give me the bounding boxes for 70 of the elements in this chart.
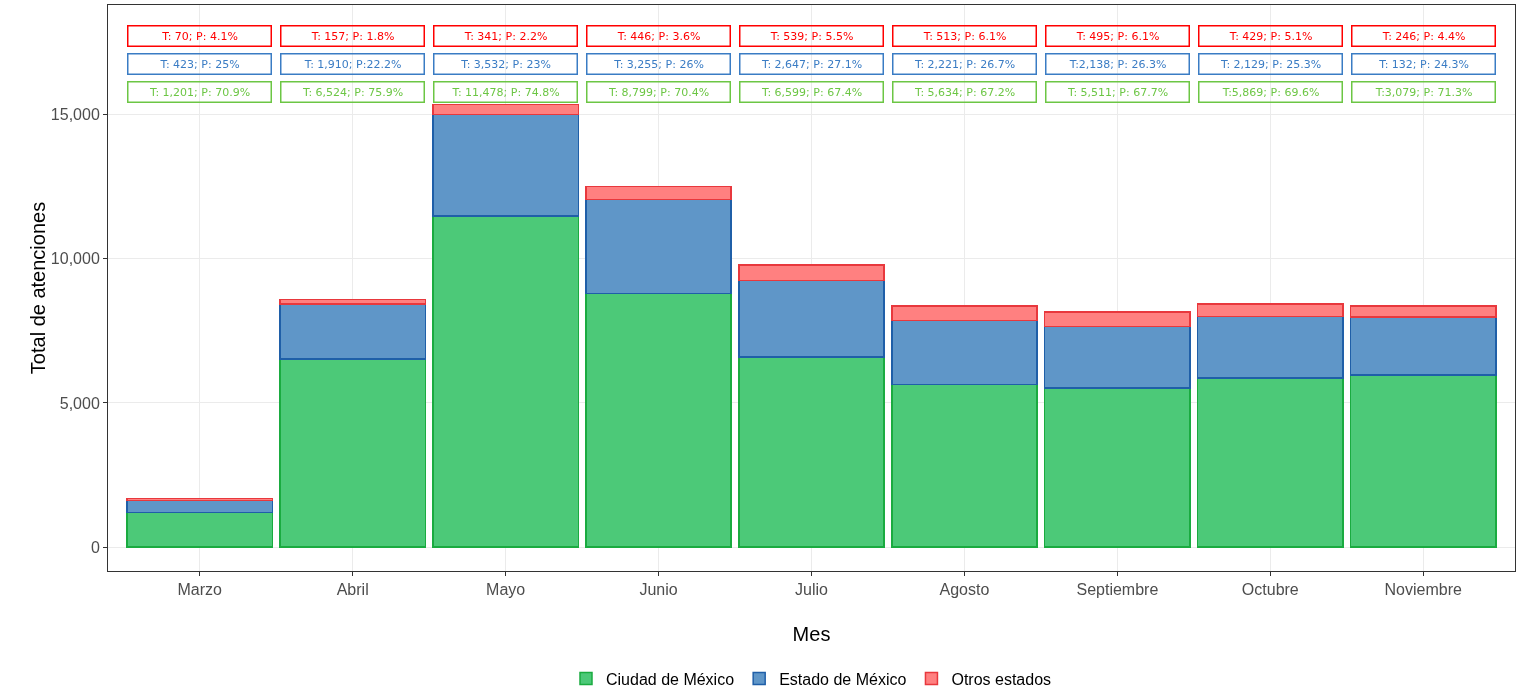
bar (1196, 315, 1344, 379)
annotation: T: 6,524; P: 75.9% (301, 85, 404, 99)
annotation: T: 429; P: 5.1% (1228, 29, 1313, 43)
y-axis-title: Total de atenciones (26, 201, 49, 375)
bar (1349, 374, 1497, 548)
legend-label: Otros estados (951, 670, 1052, 688)
y-tick-label: 0 (90, 538, 100, 556)
legend-label: Ciudad de México (606, 670, 735, 688)
annotation: T: 1,910; P:22.2% (303, 57, 402, 71)
y-tick-label: 10,000 (50, 250, 100, 268)
annotation: T: 2,129; P: 25.3% (1219, 57, 1322, 71)
x-tick-label: Septiembre (1076, 581, 1159, 599)
annotation: T: 157; P: 1.8% (310, 29, 395, 43)
annotation: T: 539; P: 5.5% (769, 29, 854, 43)
x-tick-label: Marzo (177, 581, 223, 599)
annotation: T: 8,799; P: 70.4% (607, 85, 710, 99)
annotation: T: 6,599; P: 67.4% (760, 85, 863, 99)
x-tick-label: Mayo (486, 581, 526, 599)
x-tick-label: Abril (336, 581, 369, 599)
annotation: T: 2,647; P: 27.1% (760, 57, 863, 71)
annotation: T: 3,255; P: 26% (613, 57, 704, 71)
annotation: T:3,079; P: 71.3% (1374, 85, 1473, 99)
annotation: T: 2,221; P: 26.7% (913, 57, 1016, 71)
annotation: T:2,138; P: 26.3% (1068, 57, 1167, 71)
bar (891, 383, 1038, 548)
bar (1043, 311, 1191, 328)
bar (1043, 325, 1191, 389)
annotation: T: 513; P: 6.1% (922, 29, 1007, 43)
annotation: T: 1,201; P: 70.9% (148, 85, 251, 99)
x-tick-label: Agosto (939, 581, 990, 599)
annotation: T: 5,511; P: 67.7% (1066, 85, 1169, 99)
y-tick-label: 5,000 (59, 394, 100, 412)
annotation: T: 495; P: 6.1% (1075, 29, 1160, 43)
x-tick-label: Octubre (1241, 581, 1299, 599)
annotation: T:5,869; P: 69.6% (1221, 85, 1320, 99)
annotation: T: 5,634; P: 67.2% (913, 85, 1016, 99)
bar (126, 511, 274, 548)
bar (432, 103, 580, 116)
bar (1196, 303, 1344, 318)
bar (432, 113, 580, 217)
bar (738, 264, 885, 282)
bar (279, 298, 427, 305)
annotation: T: 446; P: 3.6% (616, 29, 701, 43)
bar (891, 319, 1038, 386)
bar (738, 356, 885, 548)
x-tick-label: Julio (795, 581, 829, 599)
x-tick-label: Noviembre (1384, 581, 1463, 599)
bar (1196, 377, 1344, 548)
x-axis-title: Mes (792, 623, 831, 645)
annotation: T: 423; P: 25% (159, 57, 240, 71)
x-tick-label: Junio (639, 581, 678, 599)
bar (891, 305, 1038, 322)
y-tick-label: 15,000 (50, 106, 100, 124)
bar (1349, 316, 1497, 376)
bar (1349, 305, 1497, 318)
bar (279, 303, 427, 360)
annotation: T: 246; P: 4.4% (1381, 29, 1466, 43)
annotation: T: 3,532; P: 23% (460, 57, 551, 71)
annotation: T: 132; P: 24.3% (1378, 57, 1469, 71)
annotation: T: 70; P: 4.1% (161, 29, 238, 43)
bar (279, 358, 427, 548)
bar (1043, 387, 1191, 548)
bar (738, 279, 885, 358)
annotation: T: 341; P: 2.2% (463, 29, 548, 43)
annotation: T: 11,478; P: 74.8% (451, 85, 560, 99)
bar (585, 198, 732, 295)
legend-label: Estado de México (779, 670, 907, 688)
bar (585, 292, 732, 548)
bar (585, 185, 732, 201)
bar (432, 215, 580, 548)
